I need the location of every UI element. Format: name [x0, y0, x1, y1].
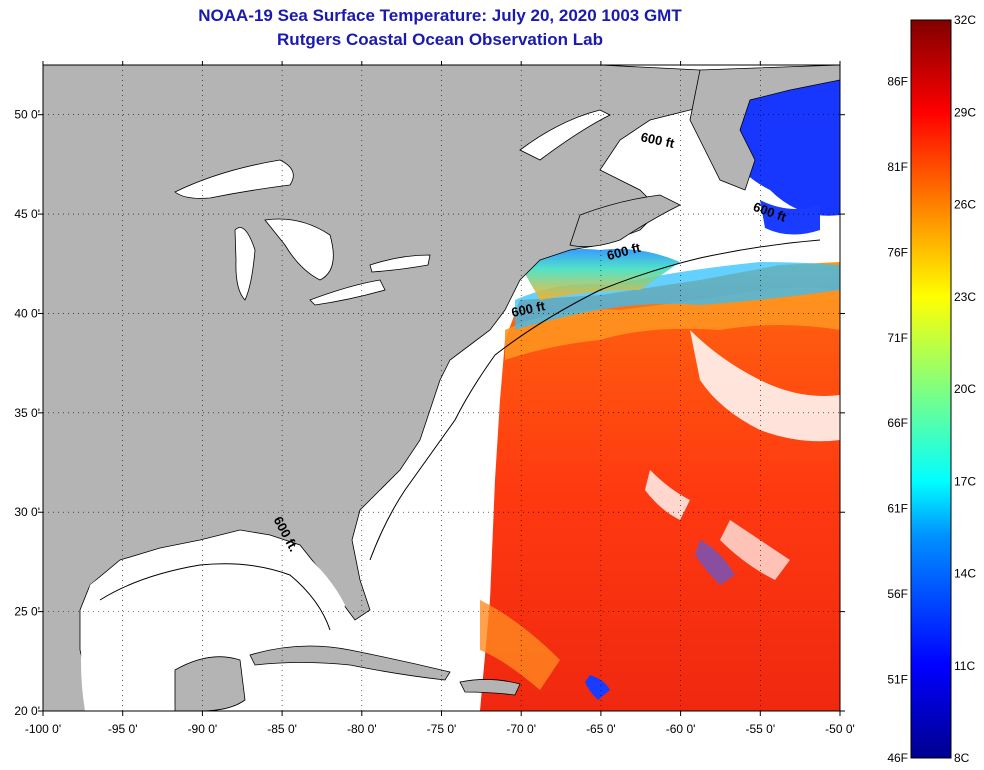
colorbar: 32C 29C 26C 23C 20C 17C 14C 11C 8C 86F 81F 76F 71F 6… — [887, 13, 976, 765]
colorbar-fahrenheit-label: 46F — [887, 751, 908, 765]
lon-tick-label: -65 0' — [586, 722, 616, 736]
newfoundland-land — [689, 65, 840, 191]
colorbar-celsius-label: 14C — [954, 567, 976, 581]
lat-tick-label: 45 0' — [14, 207, 40, 221]
contour-label: 600 ft — [639, 129, 676, 151]
lat-tick-label: 50 0' — [14, 108, 40, 122]
lon-tick-label: -100 0' — [25, 722, 61, 736]
colorbar-celsius-label: 17C — [954, 474, 976, 488]
colorbar-celsius-label: 32C — [954, 13, 976, 27]
colorbar-fahrenheit-label: 56F — [887, 587, 908, 601]
colorbar-celsius-label: 29C — [954, 105, 976, 119]
depth-contour-gulf — [99, 563, 331, 631]
colorbar-fahrenheit-label: 86F — [887, 75, 908, 89]
yucatan-land — [174, 656, 246, 711]
lat-tick-label: 35 0' — [14, 406, 40, 420]
lat-tick-label: 30 0' — [14, 505, 40, 519]
colorbar-celsius-label: 26C — [954, 198, 976, 212]
map-subtitle: Rutgers Coastal Ocean Observation Lab — [277, 30, 603, 49]
cuba-land — [249, 645, 451, 681]
colorbar-fahrenheit-label: 81F — [887, 160, 908, 174]
colorbar-gradient — [910, 19, 952, 759]
lon-tick-label: -60 0' — [666, 722, 696, 736]
gulf-of-mexico — [81, 541, 345, 711]
colorbar-celsius-label: 11C — [954, 659, 975, 673]
colorbar-fahrenheit-labels: 86F 81F 76F 71F 66F 61F 56F 51F 46F — [887, 75, 908, 766]
longitude-axis: -100 0' -95 0' -90 0' -85 0' -80 0' -75 0' -70… — [25, 61, 855, 736]
contour-label: 600 ft — [510, 298, 547, 320]
depth-contour-atlantic — [369, 239, 821, 561]
colorbar-celsius-label: 23C — [954, 290, 976, 304]
colorbar-celsius-label: 8C — [954, 751, 970, 765]
colorbar-fahrenheit-label: 66F — [887, 416, 908, 430]
lon-tick-label: -75 0' — [427, 722, 457, 736]
colorbar-fahrenheit-label: 51F — [887, 672, 908, 686]
colorbar-celsius-label: 20C — [954, 382, 976, 396]
lon-tick-label: -50 0' — [825, 722, 855, 736]
great-lakes — [174, 109, 611, 306]
colorbar-fahrenheit-label: 71F — [887, 331, 908, 345]
lon-tick-label: -80 0' — [347, 722, 377, 736]
lon-tick-label: -85 0' — [267, 722, 297, 736]
lat-tick-label: 40 0' — [14, 306, 40, 320]
colorbar-fahrenheit-label: 61F — [887, 502, 908, 516]
lon-tick-label: -55 0' — [745, 722, 775, 736]
latitude-axis: 20 0' 25 0' 30 0' 35 0' 40 0' 45 0' 50 0' — [14, 108, 845, 718]
lon-tick-label: -90 0' — [188, 722, 218, 736]
lon-tick-label: -95 0' — [108, 722, 138, 736]
map-title: NOAA-19 Sea Surface Temperature: July 20… — [198, 6, 682, 25]
lat-tick-label: 25 0' — [14, 605, 40, 619]
colorbar-celsius-labels: 32C 29C 26C 23C 20C 17C 14C 11C 8C — [954, 13, 976, 765]
north-america-land — [43, 65, 721, 711]
lon-tick-label: -70 0' — [506, 722, 536, 736]
land-masses — [43, 65, 840, 711]
lat-tick-label: 20 0' — [14, 704, 40, 718]
hispaniola-land — [459, 679, 521, 696]
colorbar-fahrenheit-label: 76F — [887, 245, 908, 259]
nova-scotia-land — [569, 194, 681, 248]
